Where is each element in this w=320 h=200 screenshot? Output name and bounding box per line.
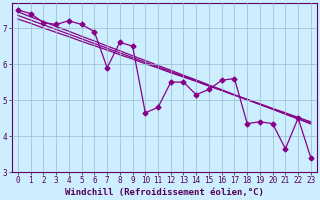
X-axis label: Windchill (Refroidissement éolien,°C): Windchill (Refroidissement éolien,°C) <box>65 188 264 197</box>
